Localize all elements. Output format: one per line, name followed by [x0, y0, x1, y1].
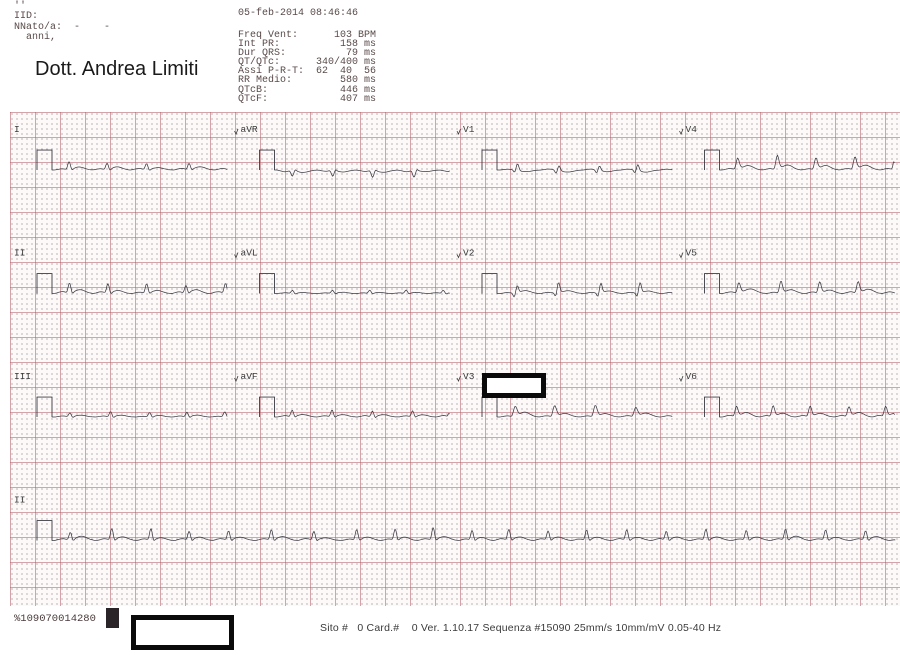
- svg-text:V2: V2: [463, 248, 475, 259]
- svg-text:V5: V5: [686, 248, 698, 259]
- svg-text:V4: V4: [686, 124, 698, 135]
- svg-text:I: I: [14, 124, 20, 135]
- svg-text:III: III: [14, 371, 31, 382]
- svg-text:aVF: aVF: [241, 371, 258, 382]
- svg-text:II: II: [14, 248, 25, 259]
- svg-text:aVR: aVR: [241, 124, 258, 135]
- svg-text:V1: V1: [463, 124, 475, 135]
- svg-text:V3: V3: [463, 371, 475, 382]
- svg-text:II: II: [14, 495, 25, 506]
- svg-text:aVL: aVL: [241, 248, 258, 259]
- svg-text:V6: V6: [686, 371, 698, 382]
